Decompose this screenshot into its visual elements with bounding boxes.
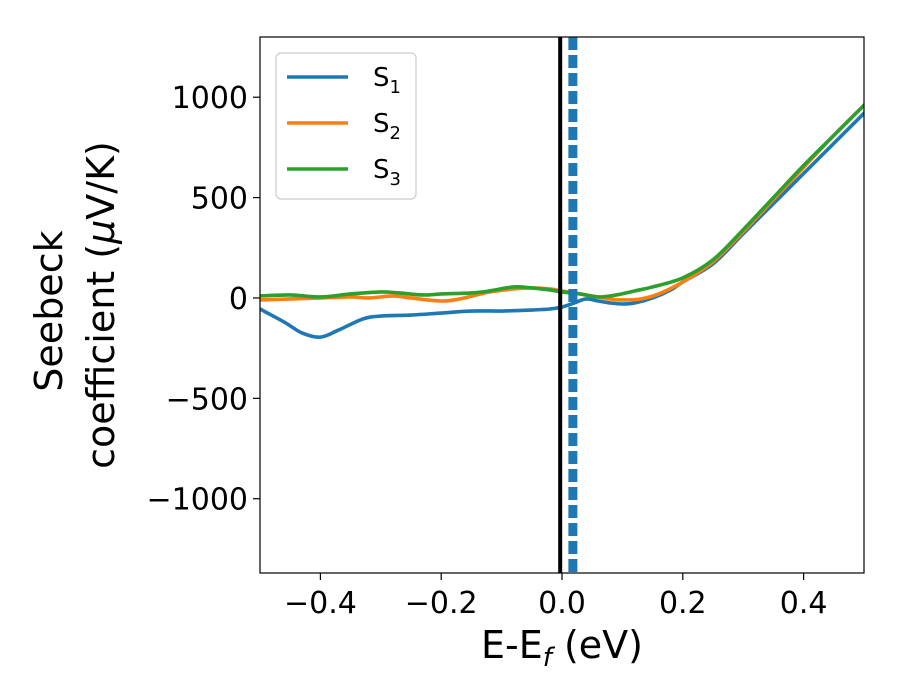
legend-label-s1: S1 <box>373 63 401 98</box>
x-axis-label: E-Ef (eV) <box>481 623 643 673</box>
reference-lines <box>558 37 578 573</box>
x-tick-label: −0.4 <box>284 586 357 621</box>
legend-label-s2: S2 <box>373 109 401 144</box>
y-tick-label: 500 <box>191 182 248 217</box>
y-tick-label: 0 <box>229 282 248 317</box>
legend-label-s3: S3 <box>373 155 401 190</box>
y-tick-label: −1000 <box>147 483 248 518</box>
x-axis-ticks: −0.4 −0.2 0.0 0.2 0.4 <box>284 573 827 621</box>
y-axis-ticks: −1000 −500 0 500 1000 <box>147 81 260 518</box>
x-tick-label: −0.2 <box>405 586 478 621</box>
x-tick-label: 0.0 <box>538 586 586 621</box>
legend: S1 S2 S3 <box>275 52 417 200</box>
y-axis-label: Seebeck coefficient (μV/K) <box>27 141 123 469</box>
series-line-s3 <box>260 102 864 299</box>
x-tick-label: 0.4 <box>780 586 828 621</box>
x-tick-label: 0.2 <box>659 586 707 621</box>
y-tick-label: −500 <box>166 382 248 417</box>
legend-box <box>275 52 417 200</box>
y-tick-label: 1000 <box>172 81 248 116</box>
